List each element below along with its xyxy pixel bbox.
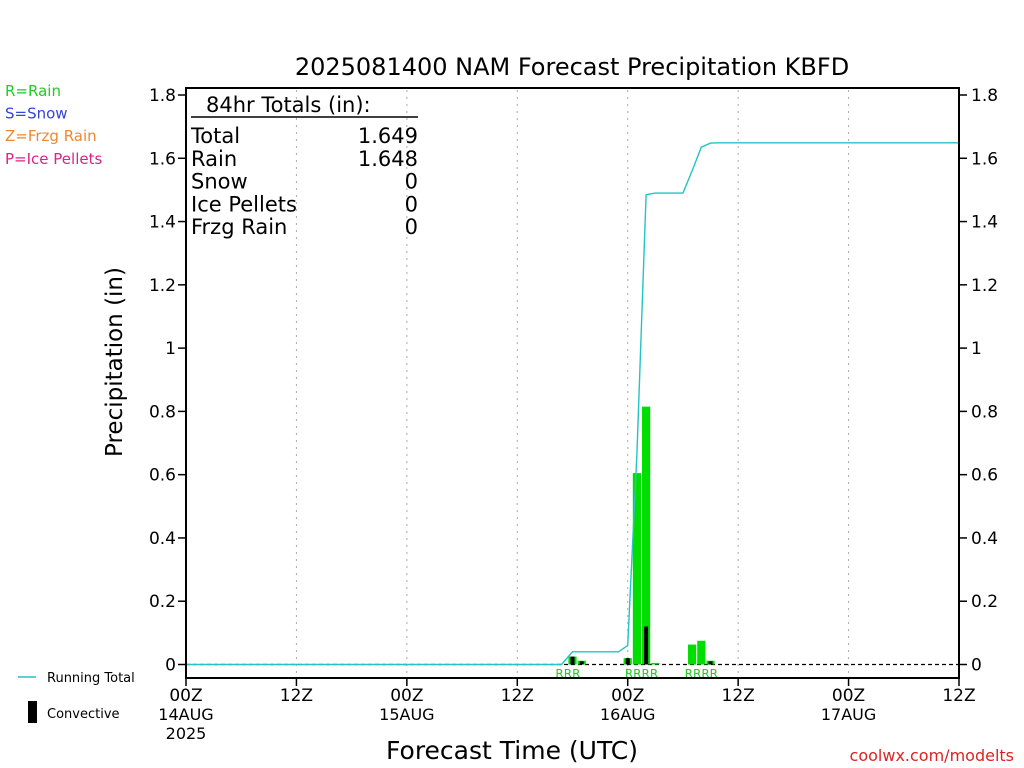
- y-tick-label-right: 0.6: [971, 466, 998, 486]
- y-tick-label-left: 0.6: [149, 466, 176, 486]
- precip-type-legend-item: R=Rain: [5, 82, 61, 100]
- rain-bar: [688, 644, 697, 665]
- y-tick-label-left: 0.4: [149, 529, 176, 549]
- rain-bar: [642, 406, 651, 665]
- totals-row-label: Frzg Rain: [191, 215, 287, 239]
- x-tick-date-label: 15AUG: [379, 705, 434, 724]
- totals-row-value: 0: [405, 170, 418, 194]
- convective-bar: [644, 626, 649, 665]
- x-tick-date-label: 17AUG: [821, 705, 876, 724]
- x-tick-date-label: 14AUG: [158, 705, 213, 724]
- totals-row-label: Rain: [191, 147, 237, 171]
- y-tick-label-right: 1.2: [971, 276, 998, 296]
- y-tick-label-left: 1.6: [149, 149, 176, 169]
- chart-title: 2025081400 NAM Forecast Precipitation KB…: [295, 53, 849, 81]
- rain-bar: [632, 473, 642, 665]
- totals-row-value: 0: [405, 215, 418, 239]
- y-tick-label-right: 0.2: [971, 592, 998, 612]
- y-tick-label-right: 0.8: [971, 402, 998, 422]
- x-tick-label: 12Z: [501, 686, 534, 706]
- totals-header: 84hr Totals (in):: [206, 93, 371, 117]
- y-tick-label-left: 1: [165, 339, 176, 359]
- x-tick-label: 00Z: [611, 686, 644, 706]
- x-axis-label: Forecast Time (UTC): [386, 736, 638, 765]
- convective-bar: [579, 661, 584, 665]
- y-axis-label: Precipitation (in): [102, 267, 128, 457]
- precip-type-legend-item: S=Snow: [5, 105, 68, 123]
- y-tick-label-left: 1.2: [149, 276, 176, 296]
- y-tick-label-right: 0: [971, 656, 982, 676]
- running-total-line: [186, 142, 959, 666]
- precip-type-legend-item: P=Ice Pellets: [5, 150, 102, 168]
- y-tick-label-right: 1.6: [971, 149, 998, 169]
- totals-row-label: Total: [190, 124, 240, 148]
- y-tick-label-right: 0.4: [971, 529, 998, 549]
- totals-row-label: Ice Pellets: [191, 192, 297, 216]
- rain-bar: [651, 662, 660, 665]
- x-tick-date-label: 16AUG: [600, 705, 655, 724]
- x-tick-label: 12Z: [722, 686, 755, 706]
- totals-row-value: 1.648: [358, 147, 418, 171]
- y-tick-label-right: 1.4: [971, 213, 998, 233]
- plot-frame: [185, 87, 960, 679]
- convective-bar: [570, 656, 575, 665]
- x-tick-year-label: 2025: [166, 724, 207, 743]
- x-tick-label: 12Z: [942, 686, 975, 706]
- x-tick-label: 00Z: [832, 686, 865, 706]
- y-tick-label-left: 1.4: [149, 213, 176, 233]
- x-tick-label: 00Z: [169, 686, 202, 706]
- x-tick-label: 12Z: [280, 686, 313, 706]
- y-tick-label-right: 1.8: [971, 86, 998, 106]
- precip-type-legend-item: Z=Frzg Rain: [5, 127, 97, 145]
- totals-row-value: 0: [405, 192, 418, 216]
- convective-bar: [708, 661, 713, 665]
- x-tick-label: 00Z: [390, 686, 423, 706]
- legend-running-total-label: Running Total: [47, 671, 135, 686]
- convective-bar: [625, 658, 630, 665]
- y-tick-label-left: 1.8: [149, 86, 176, 106]
- y-tick-label-right: 1: [971, 339, 982, 359]
- y-tick-label-left: 0.2: [149, 592, 176, 612]
- legend-convective-swatch: [28, 701, 37, 723]
- y-tick-label-left: 0.8: [149, 402, 176, 422]
- totals-row-value: 1.649: [358, 124, 418, 148]
- credit-text: coolwx.com/modelts: [850, 746, 1014, 765]
- totals-row-label: Snow: [191, 170, 248, 194]
- rain-bar: [697, 640, 706, 665]
- legend-convective-label: Convective: [47, 707, 120, 722]
- y-tick-label-left: 0: [165, 656, 176, 676]
